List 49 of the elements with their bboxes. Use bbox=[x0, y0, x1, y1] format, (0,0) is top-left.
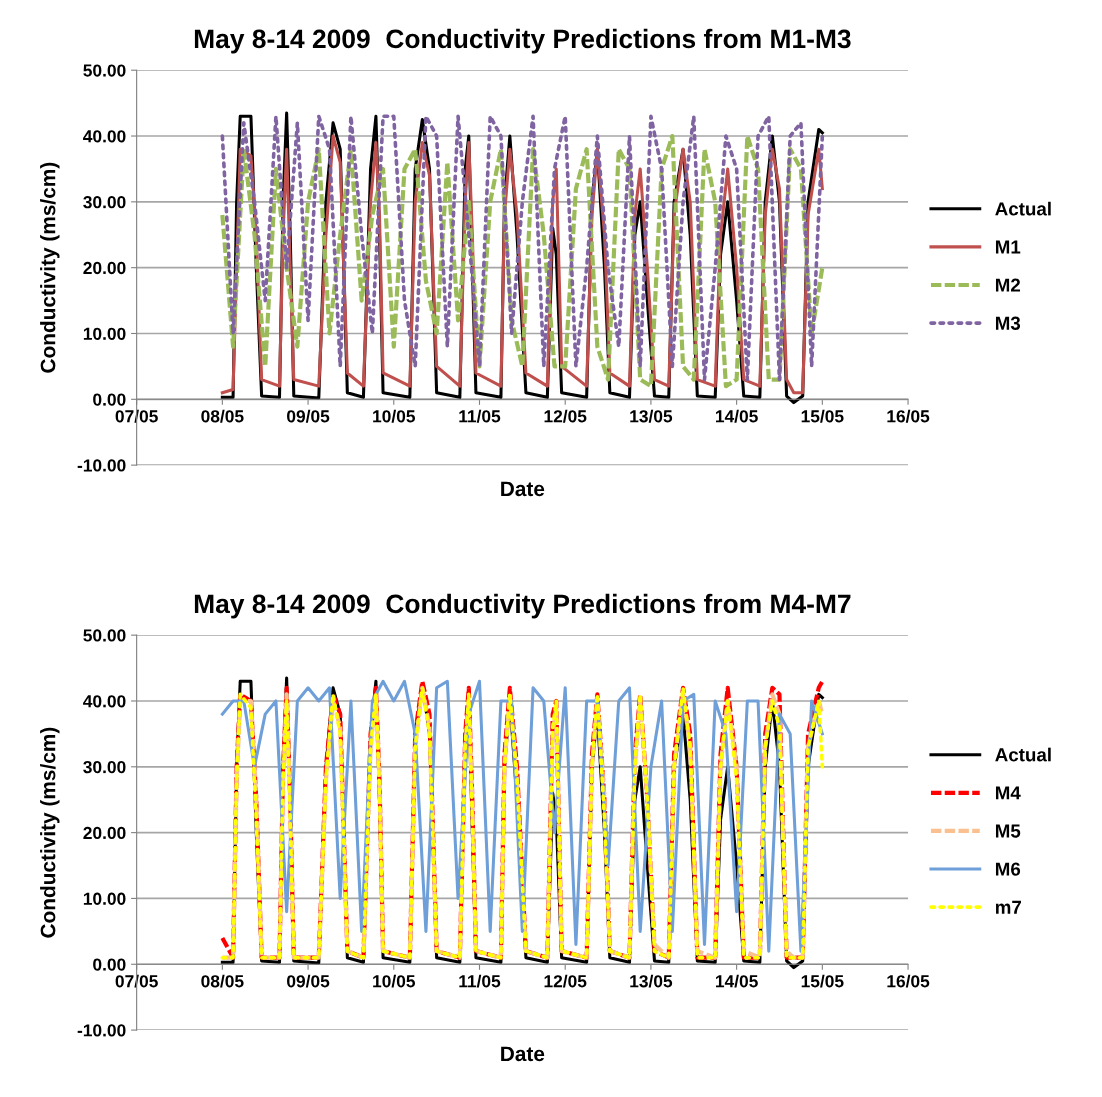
legend-label: M2 bbox=[995, 278, 1021, 292]
legend-label: M4 bbox=[995, 786, 1021, 800]
y-tick-label: 30.00 bbox=[83, 760, 126, 774]
x-tick-label: 16/05 bbox=[887, 974, 930, 988]
y-tick-label: 10.00 bbox=[83, 327, 126, 340]
legend-label: Actual bbox=[995, 201, 1051, 216]
chart-title: May 8-14 2009 Conductivity Predictions from M4-M7 bbox=[194, 593, 851, 619]
y-tick-label: 20.00 bbox=[83, 261, 126, 275]
x-tick-label: 13/05 bbox=[630, 974, 673, 988]
x-tick-label: 10/05 bbox=[373, 974, 416, 988]
x-axis-title: Date bbox=[501, 481, 545, 497]
x-tick-label: 11/05 bbox=[459, 409, 501, 423]
x-tick-label: 08/05 bbox=[201, 974, 244, 988]
y-tick-label: -10.00 bbox=[77, 1024, 126, 1037]
x-tick-label: 12/05 bbox=[544, 974, 587, 988]
legend-label: Actual bbox=[995, 747, 1051, 762]
x-tick-label: 14/05 bbox=[716, 974, 758, 988]
x-tick-label: 15/05 bbox=[801, 409, 844, 423]
x-tick-label: 15/05 bbox=[801, 974, 844, 988]
x-tick-label: 07/05 bbox=[115, 974, 158, 988]
x-tick-label: 13/05 bbox=[630, 409, 673, 423]
y-axis-title: Conductivity (ms/cm) bbox=[40, 727, 60, 938]
x-tick-label: 10/05 bbox=[373, 409, 416, 423]
y-tick-label: 30.00 bbox=[83, 196, 126, 209]
legend-label: m7 bbox=[995, 900, 1021, 914]
y-tick-label: 50.00 bbox=[83, 629, 126, 642]
y-tick-label: 40.00 bbox=[83, 695, 126, 708]
y-tick-label: 40.00 bbox=[83, 130, 126, 143]
x-tick-label: 12/05 bbox=[544, 409, 587, 423]
y-tick-label: -10.00 bbox=[77, 459, 126, 472]
x-tick-label: 08/05 bbox=[201, 409, 244, 423]
y-tick-label: 0.00 bbox=[93, 393, 126, 406]
x-tick-label: 07/05 bbox=[115, 409, 158, 423]
y-tick-label: 0.00 bbox=[93, 958, 126, 971]
x-tick-label: 16/05 bbox=[887, 409, 930, 423]
x-axis-title: Date bbox=[501, 1046, 545, 1062]
y-tick-label: 10.00 bbox=[83, 892, 126, 905]
legend-label: M1 bbox=[995, 240, 1021, 254]
x-tick-label: 09/05 bbox=[287, 974, 330, 988]
x-tick-label: 09/05 bbox=[287, 409, 330, 423]
legend-label: M5 bbox=[995, 824, 1021, 838]
y-tick-label: 20.00 bbox=[83, 826, 126, 840]
y-axis-title: Conductivity (ms/cm) bbox=[40, 162, 60, 373]
legend-label: M3 bbox=[995, 316, 1021, 330]
x-tick-label: 14/05 bbox=[716, 409, 758, 423]
x-tick-label: 11/05 bbox=[459, 974, 501, 988]
chart-title: May 8-14 2009 Conductivity Predictions from M1-M3 bbox=[194, 28, 851, 54]
legend-label: M6 bbox=[995, 862, 1021, 876]
y-tick-label: 50.00 bbox=[83, 64, 126, 77]
